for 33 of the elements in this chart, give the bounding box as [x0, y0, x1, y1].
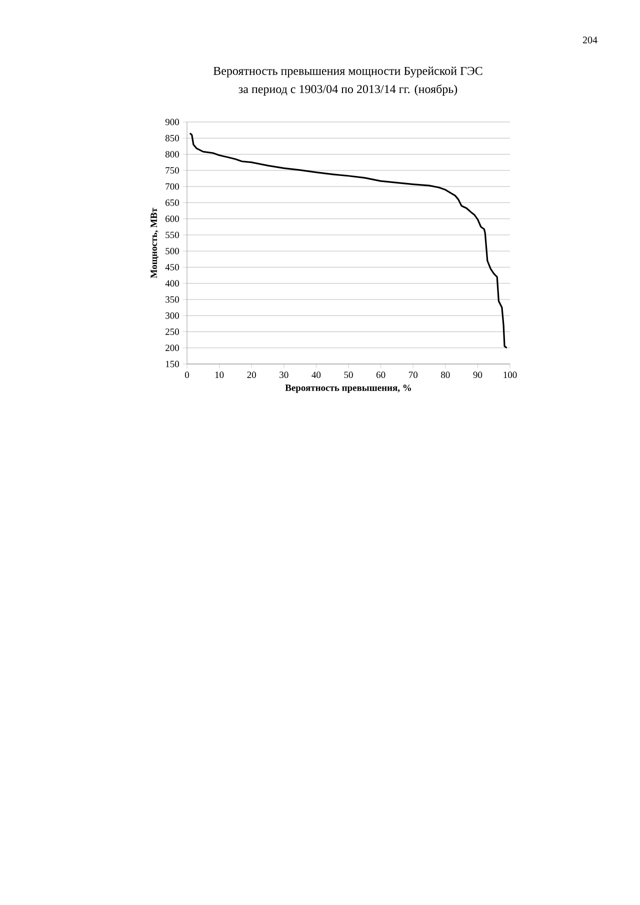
y-tick-label: 300 [166, 312, 180, 319]
y-tick-label: 450 [165, 264, 180, 270]
y-tick-label: 150 [166, 360, 180, 368]
y-tick-label: 650 [166, 199, 180, 206]
x-tick-label: 30 [280, 372, 288, 378]
chart-title: Вероятность превышения мощности Бурейской ГЭС [213, 66, 482, 78]
y-tick-label: 850 [165, 134, 180, 142]
x-tick-label: 70 [408, 372, 418, 378]
text: 204 [582, 36, 598, 44]
x-tick-label: 20 [247, 372, 256, 378]
x-tick-label: 80 [441, 372, 450, 378]
y-tick-label: 350 [166, 296, 180, 303]
x-tick-label: 50 [344, 372, 353, 378]
x-tick-label: 40 [312, 372, 321, 378]
x-tick-label: 100 [504, 372, 517, 378]
y-tick-label: 700 [166, 183, 180, 190]
x-axis-title: Вероятность превышения, % [285, 384, 412, 393]
y-tick-label: 750 [166, 167, 180, 174]
y-tick-label: 200 [166, 344, 180, 352]
line-series [189, 132, 508, 349]
x-tick-label: 10 [215, 372, 224, 378]
y-tick-label: 600 [166, 216, 180, 222]
y-tick-label: 550 [166, 232, 180, 238]
x-tick-label: 60 [376, 372, 386, 378]
y-tick-label: 800 [165, 151, 180, 158]
y-axis-title: Мощность, МВт [150, 208, 159, 278]
y-tick-label: 500 [166, 248, 180, 254]
y-tick-label: 400 [165, 280, 180, 287]
x-tick-label: 90 [473, 372, 482, 378]
y-tick-label: 250 [166, 328, 180, 335]
y-tick-label: 900 [165, 118, 180, 126]
x-tick-label: 0 [184, 372, 190, 378]
chart-subtitle: за период с 1903/04 по 2013/14 гг. (ноябрь) [238, 84, 458, 96]
